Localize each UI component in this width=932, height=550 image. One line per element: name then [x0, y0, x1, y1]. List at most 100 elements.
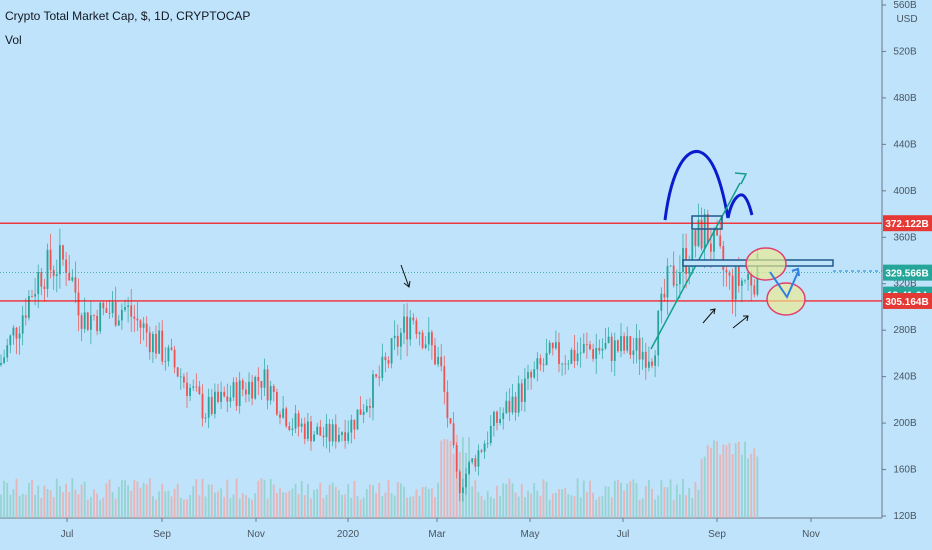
volume-bar — [93, 489, 95, 518]
candle-body — [111, 302, 114, 314]
candle-body — [114, 302, 117, 326]
volume-bar — [189, 494, 191, 518]
candle-body — [158, 330, 160, 354]
arrow-marker-head — [403, 280, 411, 288]
time-tick-label: May — [521, 529, 540, 540]
volume-bar — [722, 444, 725, 518]
candle-body — [598, 347, 601, 351]
candle-body — [548, 342, 551, 354]
time-tick-label: Jul — [61, 529, 74, 540]
candle-body — [52, 269, 55, 276]
volume-bar — [285, 492, 288, 518]
candle-body — [465, 473, 467, 488]
volume-bar — [710, 447, 712, 518]
volume-bar — [570, 495, 573, 518]
volume-bar — [183, 499, 185, 518]
volume-bar — [192, 486, 195, 518]
volume-bar — [431, 488, 433, 518]
volume-bar — [666, 487, 669, 518]
volume-bar — [133, 479, 136, 518]
candle-body — [40, 272, 43, 287]
candle-body — [347, 432, 350, 441]
candle-body — [130, 305, 133, 317]
volume-bar — [12, 489, 15, 518]
candle-body — [679, 272, 681, 285]
resistance-price-tag: 372.122B — [885, 219, 928, 230]
candle-body — [288, 426, 291, 430]
volume-bar — [462, 437, 464, 518]
volume-bar — [319, 482, 322, 518]
volume-bar — [375, 492, 377, 518]
consolidation-box — [691, 215, 723, 230]
volume-bar — [536, 490, 539, 518]
volume-bar — [369, 484, 371, 518]
price-tick-label: 280B — [893, 325, 917, 336]
volume-bar — [43, 485, 46, 518]
volume-bar — [623, 490, 625, 518]
time-tick-label: Nov — [802, 529, 820, 540]
candle-body — [80, 315, 83, 329]
candle-body — [449, 418, 452, 424]
volume-bar — [176, 483, 179, 518]
volume-bar — [263, 479, 266, 518]
time-tick-label: Sep — [153, 529, 171, 540]
volume-indicator-label[interactable]: Vol — [5, 33, 22, 47]
volume-bar — [682, 478, 684, 518]
volume-bar — [437, 482, 439, 518]
time-tick-label: Nov — [247, 529, 265, 540]
candle-body — [266, 369, 269, 401]
volume-bar — [725, 445, 728, 518]
candle-body — [567, 363, 570, 365]
volume-bar — [576, 478, 579, 518]
candle-body — [257, 376, 260, 382]
candle-body — [285, 408, 288, 427]
volume-bar — [400, 483, 402, 518]
volume-bar — [46, 489, 49, 518]
volume-bar — [288, 490, 291, 518]
candle-body — [741, 280, 743, 286]
volume-bar — [499, 495, 501, 518]
candle-body — [477, 450, 480, 467]
candle-body — [71, 277, 74, 281]
price-tick-label: 360B — [893, 232, 917, 243]
volume-bar — [3, 480, 5, 518]
volume-bar — [0, 494, 2, 518]
volume-bar — [164, 491, 167, 518]
volume-bar — [62, 492, 64, 518]
volume-bar — [489, 496, 492, 518]
candle-body — [520, 383, 523, 402]
volume-bar — [505, 483, 508, 518]
candle-body — [334, 424, 337, 442]
volume-bar — [598, 496, 601, 518]
candle-body — [613, 340, 616, 361]
volume-bar — [325, 494, 328, 518]
candle-body — [276, 391, 278, 415]
volume-bar — [654, 499, 656, 518]
candle-body — [403, 316, 405, 333]
candle-body — [74, 277, 77, 293]
candle-body — [564, 363, 567, 365]
candle-body — [381, 356, 384, 378]
volume-bar — [424, 486, 427, 518]
candle-body — [555, 342, 557, 349]
candle-body — [238, 380, 241, 407]
candle-body — [325, 423, 328, 438]
current-price-tag: 329.566B — [885, 269, 928, 280]
volume-bar — [747, 458, 749, 518]
candle-body — [3, 357, 5, 364]
candle-body — [155, 333, 157, 354]
candle-body — [387, 360, 390, 364]
volume-bar — [530, 493, 532, 518]
volume-bar — [579, 497, 582, 518]
volume-bar — [114, 498, 117, 518]
candle-body — [328, 423, 331, 442]
candle-body — [620, 336, 622, 352]
volume-bar — [198, 495, 201, 518]
volume-bar — [245, 495, 247, 518]
candle-body — [338, 434, 340, 442]
volume-bar — [635, 483, 638, 518]
candle-body — [24, 315, 27, 318]
volume-bar — [307, 483, 309, 518]
